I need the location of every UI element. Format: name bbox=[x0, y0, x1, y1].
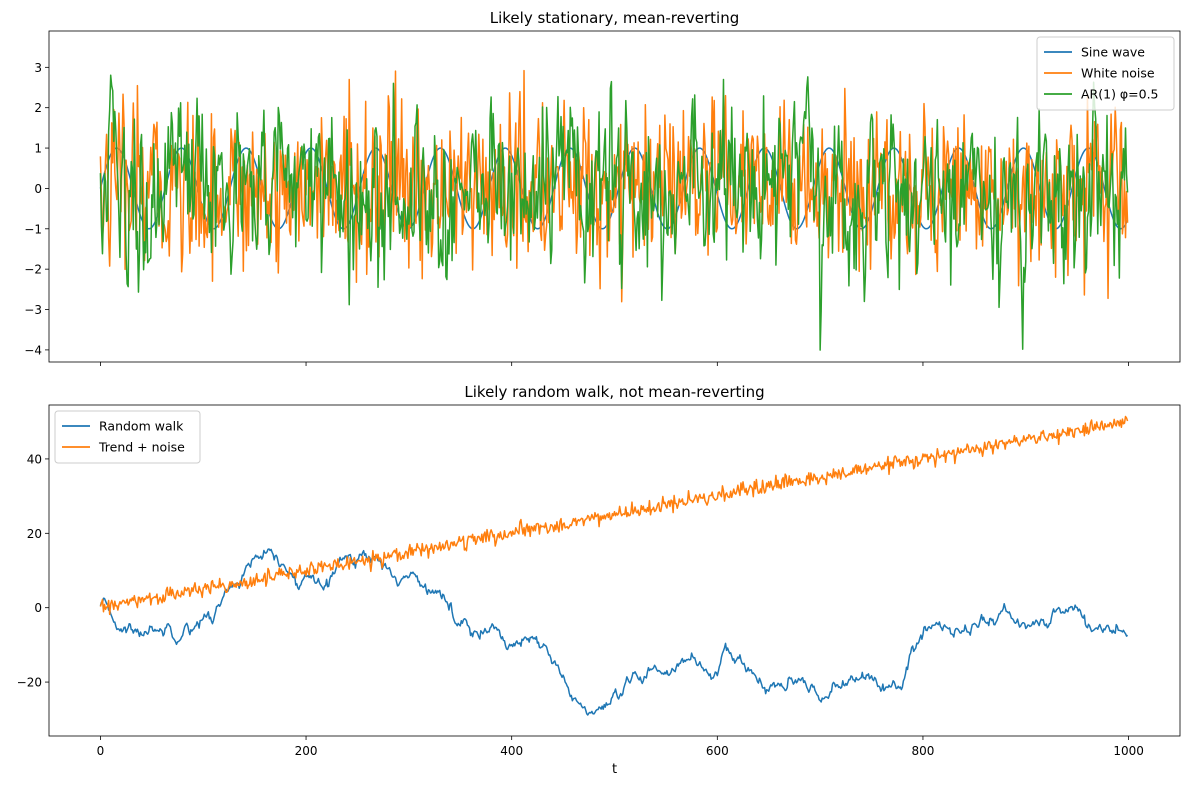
y-tick-label: 1 bbox=[34, 142, 42, 156]
plot-frame bbox=[48, 404, 1181, 737]
y-tick-label: 2 bbox=[34, 101, 42, 115]
legend-entry-label: Trend + noise bbox=[98, 440, 185, 455]
legend-box bbox=[1036, 36, 1175, 111]
chart-panel-1: −4 −3 −2 −1 0 1 2 3 Likely stationary, mean-reve… bbox=[24, 9, 1181, 366]
y-tick-label: −4 bbox=[24, 343, 42, 357]
series-line-1-3 bbox=[99, 74, 1129, 351]
y-tick-label: 40 bbox=[27, 452, 42, 466]
series-line-2-2 bbox=[99, 415, 1129, 616]
plot-frame bbox=[48, 30, 1181, 363]
y-tick-label: 20 bbox=[27, 527, 42, 541]
y-tick-label: 0 bbox=[34, 182, 42, 196]
chart-panel-2: 0 200 400 600 800 1000 −20 0 20 40 Likely random w… bbox=[17, 383, 1181, 777]
x-tick-label: 400 bbox=[500, 744, 523, 758]
legend-entry-label: AR(1) φ=0.5 bbox=[1081, 87, 1159, 102]
legend-box bbox=[54, 410, 201, 464]
x-tick-label: 200 bbox=[295, 744, 318, 758]
legend-entry-label: Random walk bbox=[99, 419, 184, 434]
x-tick-label: 1000 bbox=[1113, 744, 1144, 758]
x-tick-label: 600 bbox=[706, 744, 729, 758]
x-tick-label: 800 bbox=[912, 744, 935, 758]
y-tick-label: −2 bbox=[24, 263, 42, 277]
chart-title: Likely random walk, not mean-reverting bbox=[464, 383, 764, 401]
legend-entry-label: Sine wave bbox=[1081, 45, 1145, 60]
series-line-2-1 bbox=[99, 548, 1129, 716]
y-tick-label: 3 bbox=[34, 61, 42, 75]
legend: Random walk Trend + noise bbox=[54, 410, 201, 464]
legend: Sine wave White noise AR(1) φ=0.5 bbox=[1036, 36, 1175, 111]
y-tick-label: −1 bbox=[24, 222, 42, 236]
legend-entry-label: White noise bbox=[1081, 66, 1155, 81]
y-tick-label: 0 bbox=[34, 601, 42, 615]
x-tick-label: 0 bbox=[97, 744, 105, 758]
y-tick-label: −3 bbox=[24, 303, 42, 317]
x-axis-label: t bbox=[612, 762, 617, 777]
chart-title: Likely stationary, mean-reverting bbox=[490, 9, 739, 27]
y-tick-label: −20 bbox=[17, 676, 42, 690]
